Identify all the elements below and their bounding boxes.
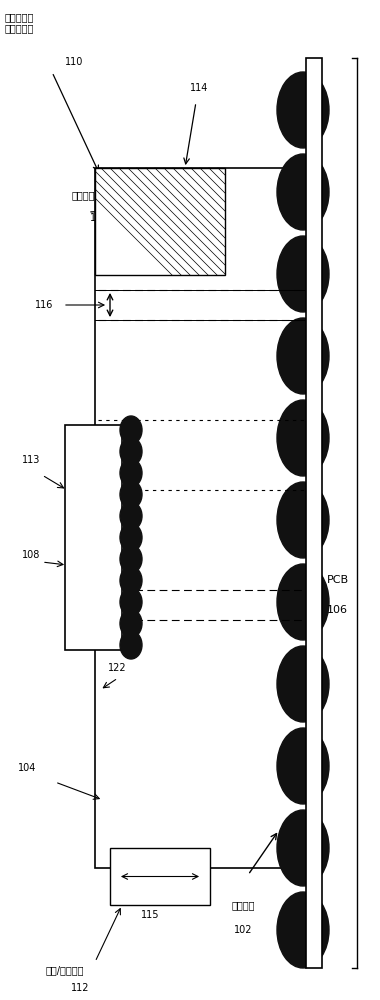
Text: PCB: PCB <box>327 575 349 585</box>
Ellipse shape <box>120 459 142 487</box>
Bar <box>65 425 122 650</box>
Text: 112: 112 <box>71 983 89 993</box>
Ellipse shape <box>120 416 142 444</box>
Ellipse shape <box>277 236 329 312</box>
Text: 具有金属和
通孔的材底: 具有金属和 通孔的材底 <box>5 12 34 34</box>
Text: 115: 115 <box>141 910 159 920</box>
Text: 122: 122 <box>108 663 127 673</box>
Ellipse shape <box>120 545 142 573</box>
Bar <box>95 168 308 868</box>
Ellipse shape <box>277 72 329 148</box>
Ellipse shape <box>277 318 329 394</box>
Text: 104: 104 <box>18 763 36 773</box>
Text: 金属元件: 金属元件 <box>72 190 95 200</box>
Bar <box>95 168 225 275</box>
Text: 110: 110 <box>65 57 83 67</box>
Bar <box>306 58 322 968</box>
Text: 114: 114 <box>190 83 208 93</box>
Ellipse shape <box>120 631 142 659</box>
Ellipse shape <box>277 564 329 640</box>
Ellipse shape <box>120 609 142 638</box>
Ellipse shape <box>120 502 142 530</box>
Ellipse shape <box>120 438 142 466</box>
Text: 116: 116 <box>35 300 53 310</box>
Bar <box>110 848 210 905</box>
Text: 118: 118 <box>90 213 108 223</box>
Text: 108: 108 <box>22 550 40 560</box>
Ellipse shape <box>277 892 329 968</box>
Ellipse shape <box>120 524 142 552</box>
Text: 焺球接触: 焺球接触 <box>231 900 255 910</box>
Ellipse shape <box>277 646 329 722</box>
Ellipse shape <box>120 588 142 616</box>
Text: 102: 102 <box>234 925 252 935</box>
Ellipse shape <box>277 482 329 558</box>
Text: 106: 106 <box>327 605 348 615</box>
Ellipse shape <box>120 566 142 594</box>
Ellipse shape <box>277 154 329 230</box>
Text: 电源/接地平面: 电源/接地平面 <box>46 965 84 975</box>
Text: 113: 113 <box>22 455 40 465</box>
Ellipse shape <box>277 400 329 476</box>
Ellipse shape <box>277 810 329 886</box>
Text: IC: IC <box>87 531 100 544</box>
Ellipse shape <box>120 481 142 508</box>
Ellipse shape <box>277 728 329 804</box>
